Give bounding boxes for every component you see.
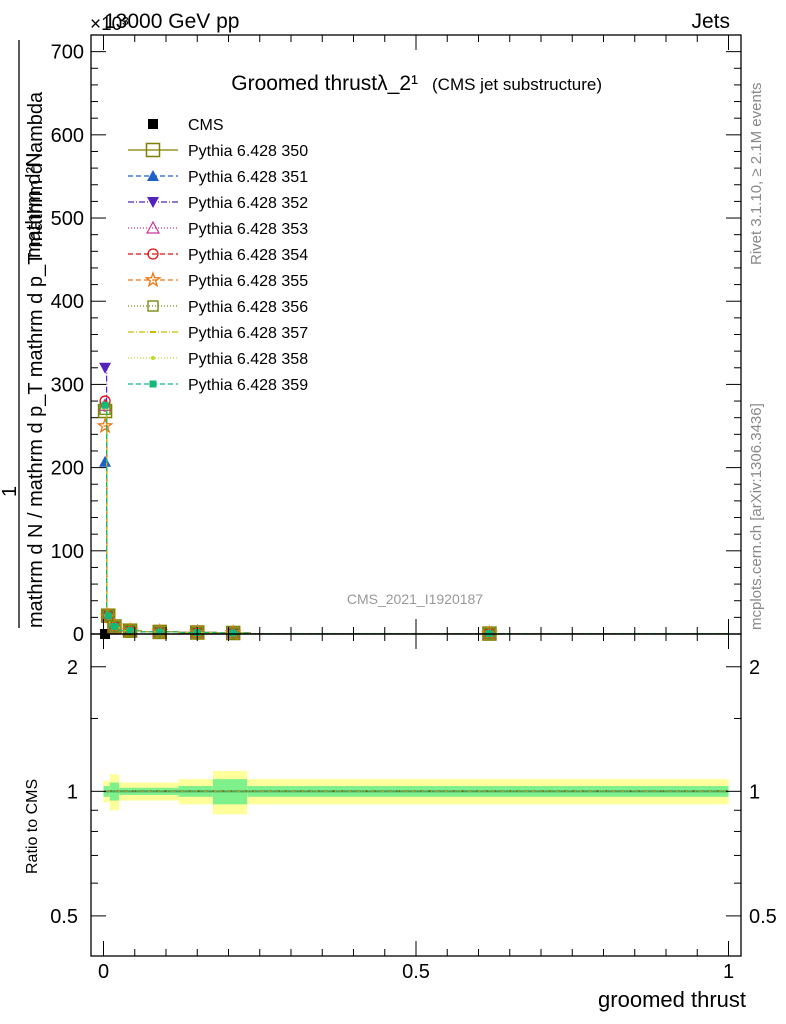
y-axis-title-line-2: 1 — [0, 486, 21, 497]
data-point — [102, 609, 114, 622]
legend-marker — [145, 220, 161, 234]
x-axis-title: groomed thrust — [598, 987, 746, 1012]
data-point — [101, 401, 109, 409]
tick-labels: 0 100 200 300 400 500 600 700 0 0.5 1 0.5 0.5 1 1 2 2 — [50, 42, 777, 983]
legend-label: Pythia 6.428 358 — [188, 351, 308, 368]
ratio-y-tick-label-right: 1 — [749, 781, 760, 803]
series-pythia-351 — [99, 455, 729, 639]
ratio-uncertainty-bands — [103, 770, 729, 815]
y-axis-title-line-3: mathrm d N / mathrm d p_T mathrm d p_T m… — [25, 91, 47, 628]
watermark: CMS_2021_I1920187 — [347, 591, 483, 607]
legend-label: Pythia 6.428 351 — [188, 169, 308, 186]
data-point — [99, 362, 112, 374]
legend-entry: Pythia 6.428 351 — [128, 169, 308, 186]
legend-entry: CMS — [148, 117, 224, 134]
axis-ticks — [91, 34, 741, 956]
data-point — [99, 455, 112, 467]
legend-marker — [151, 356, 155, 360]
y-axis-title: mathrm d²N 1 mathrm d N / mathrm d p_T m… — [0, 40, 47, 628]
series-line — [103, 461, 729, 635]
chart-subtitle: (CMS jet substructure) — [432, 75, 602, 94]
y-tick-label: 0 — [73, 624, 84, 646]
y-multiplier-label: ×10³ — [90, 14, 129, 35]
legend-marker — [144, 270, 162, 288]
y-axis-title-line-1: mathrm d²N — [23, 152, 45, 258]
legend-marker — [147, 170, 159, 181]
y-tick-label: 500 — [51, 208, 84, 230]
y-tick-label: 200 — [51, 458, 84, 480]
legend-label: Pythia 6.428 350 — [188, 143, 308, 160]
legend-label: Pythia 6.428 354 — [188, 247, 308, 264]
legend-label: Pythia 6.428 357 — [188, 325, 308, 342]
y-tick-label: 100 — [51, 541, 84, 563]
legend-marker — [147, 197, 159, 208]
ratio-y-tick-label-right: 2 — [749, 657, 760, 679]
ratio-y-axis-title: Ratio to CMS — [24, 779, 41, 874]
data-point — [104, 612, 112, 620]
legend-label: Pythia 6.428 352 — [188, 195, 308, 212]
data-point — [96, 417, 114, 434]
data-point — [110, 623, 118, 631]
legend-entry: Pythia 6.428 354 — [128, 247, 308, 264]
legend-label: Pythia 6.428 356 — [188, 299, 308, 316]
legend-entry: Pythia 6.428 359 — [128, 377, 308, 394]
chart-title: Groomed thrustλ_2¹ — [231, 72, 418, 95]
legend-entry: Pythia 6.428 353 — [128, 220, 308, 238]
legend-entry: Pythia 6.428 350 — [128, 142, 308, 160]
legend-entry: Pythia 6.428 355 — [128, 270, 308, 290]
data-point — [126, 627, 134, 635]
legend-marker — [147, 248, 159, 260]
legend-entry: Pythia 6.428 352 — [128, 195, 308, 212]
legend-entry: Pythia 6.428 357 — [128, 325, 308, 342]
ratio-y-tick-label: 2 — [67, 657, 78, 679]
x-tick-label: 0 — [98, 961, 109, 983]
data-point — [229, 629, 237, 637]
legend-label: Pythia 6.428 355 — [188, 273, 308, 290]
legend-label: Pythia 6.428 359 — [188, 377, 308, 394]
y-tick-label: 300 — [51, 374, 84, 396]
legend-marker — [147, 300, 159, 312]
x-tick-label: 1 — [723, 961, 734, 983]
ratio-y-tick-label: 1 — [67, 781, 78, 803]
ratio-y-tick-label: 0.5 — [50, 906, 78, 928]
mcplots-label: mcplots.cern.ch [arXiv:1306.3436] — [748, 403, 765, 630]
legend-label: Pythia 6.428 353 — [188, 221, 308, 238]
legend-label: CMS — [188, 117, 224, 134]
ratio-y-tick-label-right: 0.5 — [749, 906, 777, 928]
y-tick-label: 400 — [51, 291, 84, 313]
rivet-label: Rivet 3.1.10, ≥ 2.1M events — [748, 83, 765, 266]
legend-entry: Pythia 6.428 358 — [128, 351, 308, 368]
legend-marker — [148, 119, 158, 129]
y-tick-label: 700 — [51, 42, 84, 64]
legend-entry: Pythia 6.428 356 — [128, 299, 308, 316]
legend-marker — [149, 380, 157, 388]
main-series-layer — [96, 362, 729, 641]
y-tick-label: 600 — [51, 125, 84, 147]
data-point — [156, 628, 164, 636]
x-tick-label: 0.5 — [402, 961, 430, 983]
process-label: Jets — [691, 10, 730, 33]
legend: CMS Pythia 6.428 350 Pythia 6.428 351 Pythi… — [128, 117, 308, 394]
legend-marker — [145, 142, 161, 158]
energy-label: 13000 GeV pp — [104, 10, 239, 33]
